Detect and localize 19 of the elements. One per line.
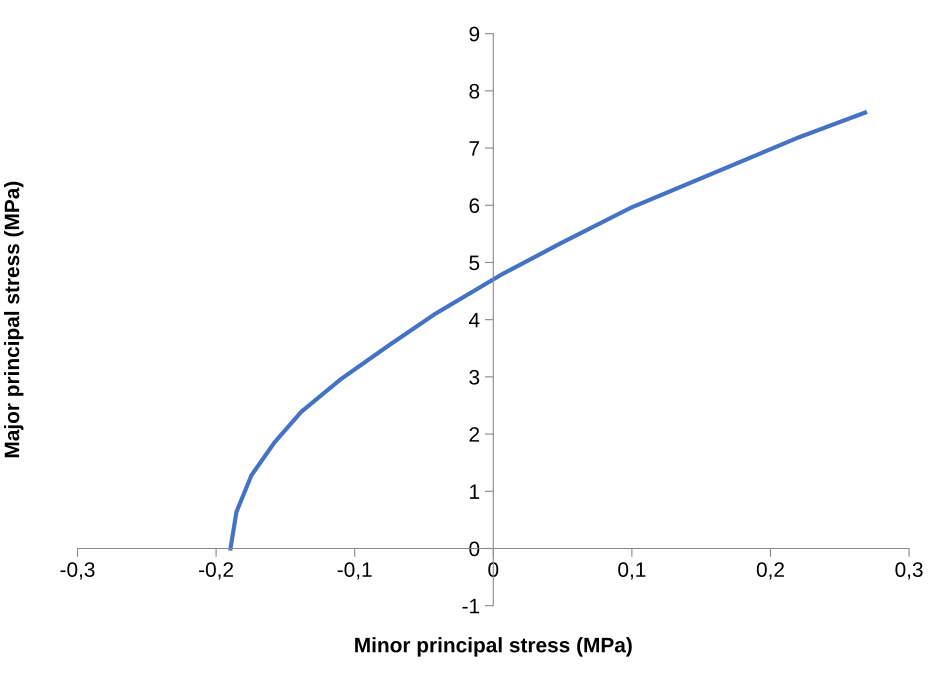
y-tick-label: 9	[469, 26, 480, 42]
y-axis-title: Major principal stress (MPa)	[4, 182, 24, 458]
x-tick-label: -0,1	[338, 562, 372, 580]
y-tick-label: 1	[470, 484, 480, 499]
y-tick-label: 4	[468, 312, 480, 328]
y-tick-label: 2	[470, 427, 480, 442]
x-tick-label: -0,2	[199, 562, 233, 580]
y-tick-label: 3	[469, 370, 480, 385]
x-tick-label: -0,3	[60, 562, 95, 580]
x-axis-title: Minor principal stress (MPa)	[355, 637, 632, 657]
x-tick-label: 0,2	[756, 562, 784, 580]
y-tick-label: 8	[469, 84, 480, 99]
y-tick-label: 5	[469, 256, 480, 270]
x-tick-label: 0,3	[895, 562, 923, 580]
y-tick-label: -1	[462, 598, 480, 614]
x-tick-label: 0,1	[618, 562, 646, 580]
y-tick-label: 6	[470, 198, 480, 214]
x-tick-label: 0	[488, 562, 498, 577]
y-tick-label: 7	[470, 141, 480, 156]
